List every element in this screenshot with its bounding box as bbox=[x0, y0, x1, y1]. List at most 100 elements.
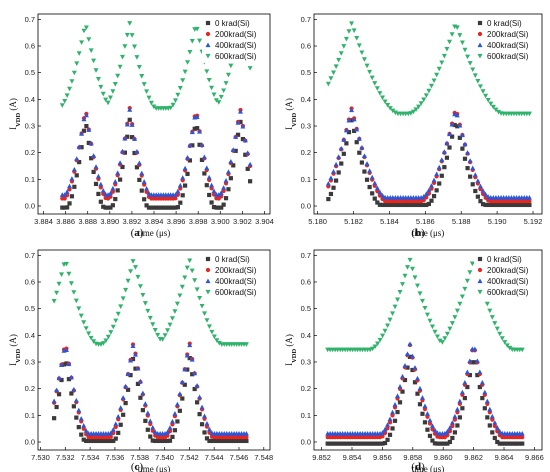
data-point bbox=[179, 284, 185, 290]
data-point bbox=[146, 190, 152, 196]
data-point bbox=[120, 148, 126, 154]
data-point bbox=[242, 137, 248, 143]
data-point bbox=[233, 148, 238, 153]
data-point bbox=[214, 205, 219, 210]
data-point bbox=[66, 271, 72, 277]
y-tick-label: 0.5 bbox=[25, 304, 35, 313]
x-tick-label: 7.538 bbox=[130, 453, 149, 462]
y-tick-label: 0.1 bbox=[25, 175, 35, 184]
x-tick-label: 5.190 bbox=[488, 217, 507, 226]
data-point bbox=[507, 441, 512, 446]
data-point bbox=[385, 422, 391, 427]
data-point bbox=[489, 315, 495, 320]
data-point bbox=[76, 51, 82, 56]
plot-frame bbox=[37, 249, 271, 451]
x-tick-label: 5.180 bbox=[308, 217, 327, 226]
data-point bbox=[68, 374, 74, 380]
data-point bbox=[209, 329, 215, 335]
data-point bbox=[497, 331, 503, 337]
data-point bbox=[444, 46, 450, 52]
data-point bbox=[60, 205, 65, 210]
data-point bbox=[465, 150, 471, 155]
data-point bbox=[455, 423, 460, 428]
data-point bbox=[98, 438, 104, 444]
data-point bbox=[436, 66, 442, 72]
data-point bbox=[101, 438, 106, 444]
data-point bbox=[374, 86, 380, 91]
data-point bbox=[421, 194, 427, 199]
data-point bbox=[118, 422, 123, 427]
data-point bbox=[449, 321, 455, 326]
legend-marker bbox=[205, 289, 211, 295]
data-point bbox=[117, 64, 123, 70]
y-tick-label: 0.1 bbox=[301, 175, 311, 184]
data-point bbox=[330, 441, 335, 446]
data-point bbox=[174, 401, 180, 407]
data-point bbox=[145, 427, 150, 432]
data-point bbox=[204, 420, 210, 426]
data-point bbox=[76, 144, 82, 149]
data-point bbox=[457, 398, 463, 404]
data-point bbox=[187, 49, 193, 55]
data-point bbox=[400, 373, 406, 379]
data-point bbox=[464, 369, 470, 375]
data-point bbox=[408, 202, 413, 208]
x-axis-label: time (μs) bbox=[412, 228, 445, 238]
data-point bbox=[359, 160, 364, 165]
data-point bbox=[86, 438, 91, 444]
data-point bbox=[367, 168, 373, 173]
data-point bbox=[452, 413, 458, 419]
data-point bbox=[110, 324, 116, 330]
data-point bbox=[98, 84, 104, 90]
x-tick-label: 3.896 bbox=[167, 217, 186, 226]
data-point bbox=[206, 426, 212, 432]
data-point bbox=[211, 334, 217, 340]
data-point bbox=[467, 358, 473, 363]
data-point bbox=[449, 32, 455, 37]
data-point bbox=[79, 131, 85, 136]
legend-label: 400krad(Si) bbox=[215, 41, 257, 50]
data-point bbox=[64, 93, 70, 99]
data-point bbox=[67, 187, 72, 192]
data-point bbox=[429, 423, 435, 428]
x-tick-label: 9.856 bbox=[373, 453, 392, 462]
data-point bbox=[483, 195, 488, 200]
data-point bbox=[207, 192, 212, 198]
data-point bbox=[467, 270, 473, 275]
data-point bbox=[354, 36, 360, 41]
data-point bbox=[56, 392, 62, 397]
data-point bbox=[167, 425, 173, 430]
data-point bbox=[459, 132, 465, 138]
data-point bbox=[182, 275, 188, 281]
data-point bbox=[81, 426, 86, 431]
data-point bbox=[189, 268, 195, 274]
data-point bbox=[91, 58, 97, 64]
data-point bbox=[146, 205, 152, 210]
data-point bbox=[221, 202, 226, 207]
data-point bbox=[416, 104, 422, 110]
data-point bbox=[225, 169, 231, 174]
chart-panel-d: 9.852 9.854 9.856 9.858 9.860 9.862 9.864 9.866… bbox=[284, 249, 544, 472]
data-point bbox=[62, 205, 67, 210]
data-point bbox=[494, 425, 500, 430]
y-tick-label: 0.6 bbox=[301, 42, 311, 51]
data-point bbox=[240, 136, 245, 142]
data-point bbox=[333, 161, 339, 167]
x-tick-label: 3.900 bbox=[211, 217, 230, 226]
data-point bbox=[374, 185, 380, 191]
data-point bbox=[118, 304, 124, 310]
data-point bbox=[416, 202, 421, 208]
legend-marker bbox=[477, 20, 483, 26]
y-tick-label: 0.3 bbox=[301, 358, 311, 367]
data-point bbox=[468, 174, 473, 179]
data-point bbox=[170, 434, 175, 439]
data-point bbox=[439, 340, 445, 345]
data-point bbox=[388, 202, 393, 208]
data-point bbox=[117, 160, 123, 165]
data-point bbox=[127, 117, 132, 122]
data-point bbox=[349, 107, 355, 113]
data-point bbox=[91, 153, 97, 158]
legend-label: 600krad(Si) bbox=[215, 52, 257, 61]
data-point bbox=[369, 174, 375, 180]
data-point bbox=[444, 155, 450, 160]
